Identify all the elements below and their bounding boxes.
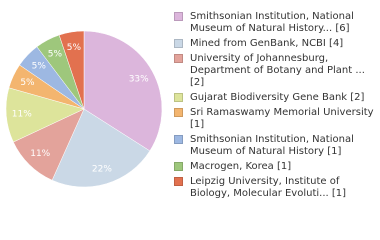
legend-label: Macrogen, Korea [1] <box>190 161 292 172</box>
slice-label: 5% <box>67 43 82 53</box>
legend-label: Smithsonian Institution, National Museum… <box>190 11 354 34</box>
legend-swatch <box>174 162 183 171</box>
legend-swatch <box>174 39 183 48</box>
legend-swatch <box>174 93 183 102</box>
legend-label: University of Johannesburg, Department o… <box>190 53 365 88</box>
slice-label: 5% <box>32 61 47 71</box>
legend-label: Sri Ramaswamy Memorial University [1] <box>190 107 374 130</box>
legend-swatch <box>174 108 183 117</box>
legend-item: Macrogen, Korea [1] <box>174 161 374 173</box>
legend-item: Mined from GenBank, NCBI [4] <box>174 38 374 50</box>
legend-swatch <box>174 177 183 186</box>
legend-swatch <box>174 12 183 21</box>
legend-label: Mined from GenBank, NCBI [4] <box>190 38 344 49</box>
slice-label: 5% <box>48 49 63 59</box>
legend-label: Gujarat Biodiversity Gene Bank [2] <box>190 92 365 103</box>
legend-item: Sri Ramaswamy Memorial University [1] <box>174 107 374 131</box>
legend-item: Smithsonian Institution, National Museum… <box>174 11 374 35</box>
legend-swatch <box>174 135 183 144</box>
slice-label: 22% <box>92 164 112 174</box>
slice-label: 11% <box>30 149 50 159</box>
legend-item: Gujarat Biodiversity Gene Bank [2] <box>174 92 374 104</box>
legend-label: Smithsonian Institution, National Museum… <box>190 134 354 157</box>
legend-label: Leipzig University, Institute of Biology… <box>190 176 347 199</box>
slice-label: 5% <box>20 78 35 88</box>
legend-swatch <box>174 54 183 63</box>
slice-label: 33% <box>129 74 149 84</box>
legend-item: Leipzig University, Institute of Biology… <box>174 176 374 200</box>
legend-item: Smithsonian Institution, National Museum… <box>174 134 374 158</box>
pie-slice <box>58 30 85 110</box>
pie-slice <box>83 30 163 152</box>
legend-item: University of Johannesburg, Department o… <box>174 53 374 89</box>
pie-chart: 33%22%11%11%5%5%5%5% <box>5 30 163 188</box>
legend: Smithsonian Institution, National Museum… <box>174 11 374 203</box>
pie-slice <box>51 108 151 188</box>
slice-label: 11% <box>12 110 32 120</box>
